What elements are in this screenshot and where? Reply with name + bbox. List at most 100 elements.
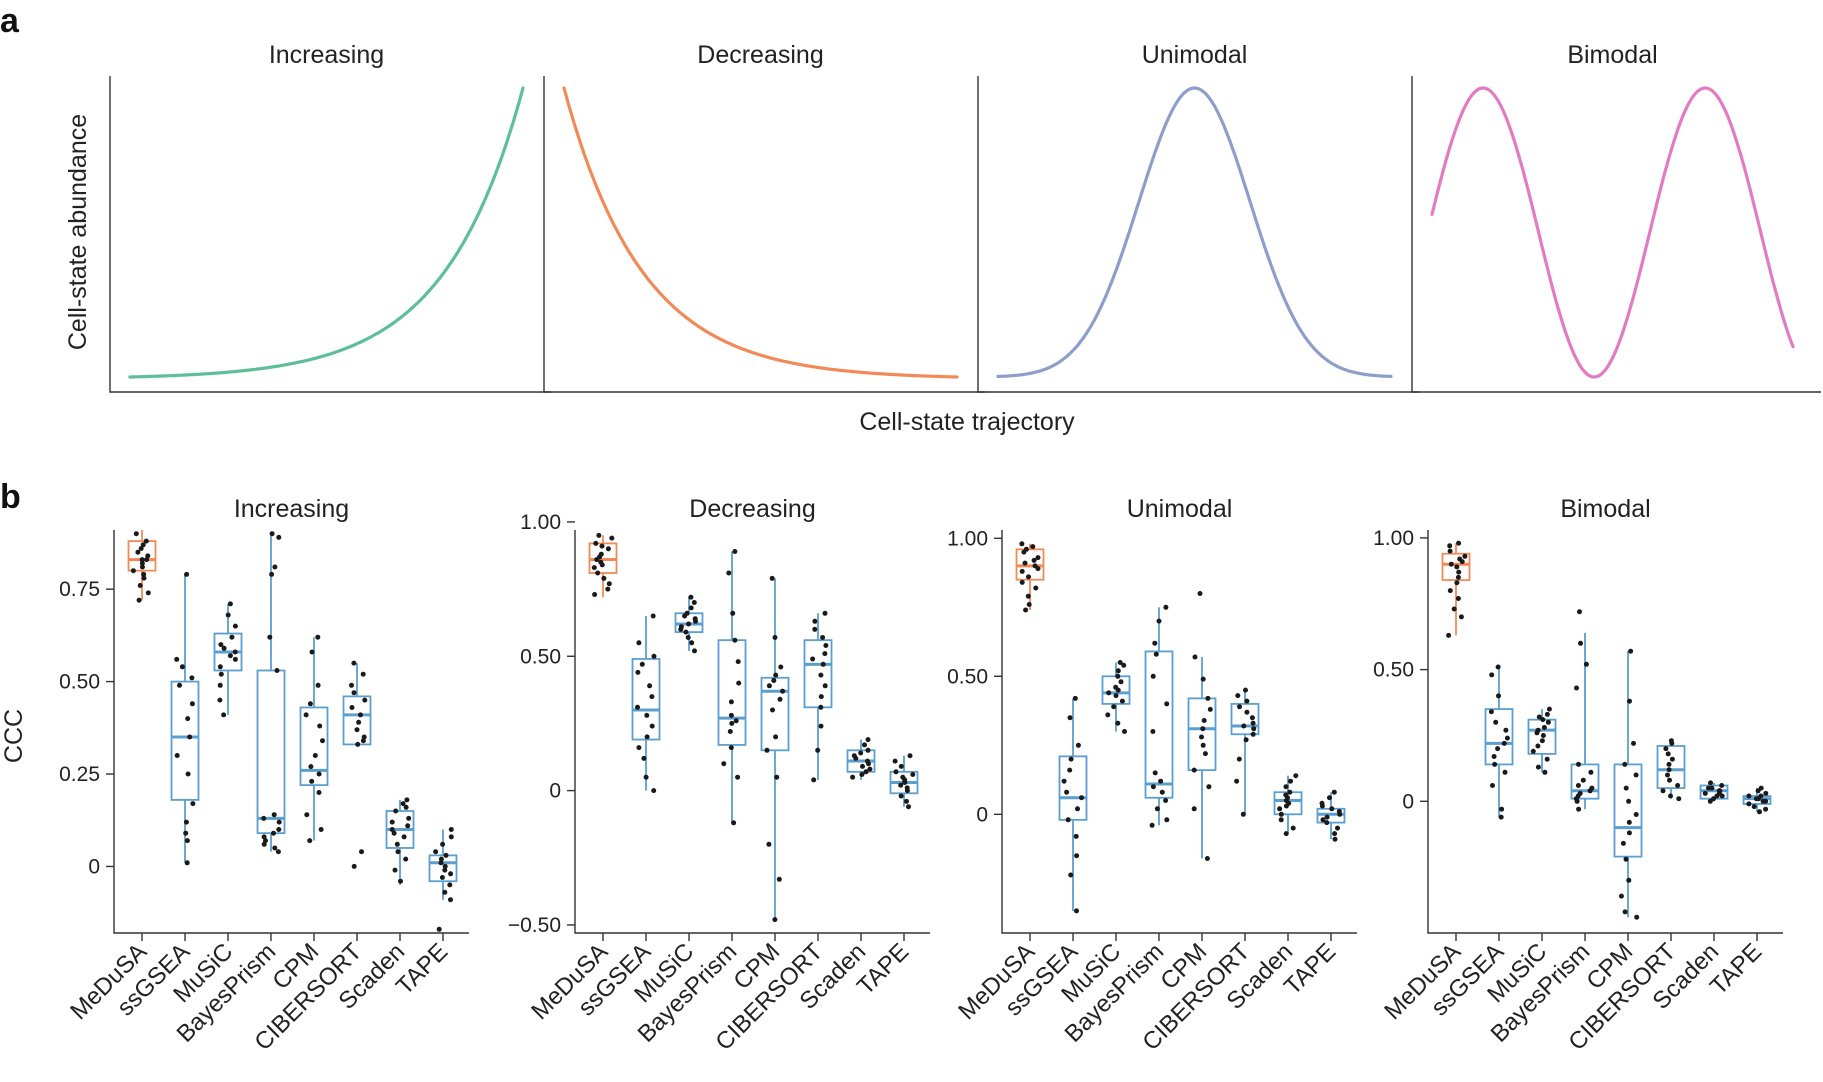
point-unimodal-ssgsea-7 bbox=[1079, 795, 1084, 801]
point-unimodal-scaden-12 bbox=[1290, 825, 1296, 831]
panel-a-letter: a bbox=[0, 2, 20, 40]
point-bimodal-ssgsea-8 bbox=[1495, 746, 1501, 752]
point-increasing-scaden-11 bbox=[395, 849, 401, 855]
point-decreasing-tape-10 bbox=[904, 788, 910, 794]
point-unimodal-music-12 bbox=[1115, 720, 1121, 726]
point-increasing-cpm-0 bbox=[315, 634, 321, 640]
point-increasing-music-3 bbox=[229, 634, 235, 640]
point-decreasing-bayesprism-2 bbox=[730, 610, 736, 616]
point-bimodal-cpm-6 bbox=[1626, 798, 1632, 804]
point-decreasing-cpm-13 bbox=[776, 876, 782, 882]
point-increasing-medusa-7 bbox=[139, 557, 145, 563]
point-decreasing-tape-7 bbox=[902, 780, 908, 785]
point-decreasing-music-0 bbox=[688, 594, 694, 600]
point-decreasing-bayesprism-5 bbox=[736, 680, 742, 686]
point-unimodal-medusa-6 bbox=[1022, 560, 1028, 566]
point-unimodal-scaden-0 bbox=[1293, 773, 1299, 779]
point-decreasing-bayesprism-9 bbox=[729, 720, 735, 726]
point-increasing-scaden-13 bbox=[392, 867, 398, 873]
point-decreasing-tape-11 bbox=[898, 793, 904, 799]
point-bimodal-music-1 bbox=[1544, 711, 1550, 717]
point-unimodal-tape-4 bbox=[1329, 806, 1335, 812]
point-increasing-tape-13 bbox=[448, 897, 453, 903]
point-unimodal-music-2 bbox=[1115, 668, 1121, 674]
point-increasing-cpm-11 bbox=[316, 790, 322, 795]
point-increasing-ssgsea-10 bbox=[190, 801, 196, 807]
point-increasing-cpm-4 bbox=[303, 712, 309, 718]
point-decreasing-medusa-0 bbox=[596, 532, 602, 538]
point-increasing-medusa-10 bbox=[130, 568, 136, 574]
point-decreasing-scaden-8 bbox=[860, 763, 865, 769]
point-increasing-cpm-9 bbox=[316, 771, 322, 777]
point-unimodal-music-8 bbox=[1113, 693, 1119, 699]
point-bimodal-cpm-5 bbox=[1623, 785, 1629, 791]
point-increasing-cpm-7 bbox=[312, 753, 318, 758]
point-unimodal-music-9 bbox=[1119, 698, 1125, 704]
point-unimodal-music-0 bbox=[1117, 660, 1123, 665]
point-increasing-medusa-15 bbox=[136, 597, 142, 603]
ytick-label-bimodal-1: 0.50 bbox=[1373, 659, 1414, 682]
point-unimodal-medusa-10 bbox=[1026, 574, 1031, 580]
point-bimodal-cpm-0 bbox=[1628, 648, 1634, 654]
point-bimodal-cpm-12 bbox=[1626, 877, 1632, 883]
point-bimodal-cpm-4 bbox=[1633, 772, 1639, 778]
point-increasing-tape-3 bbox=[433, 849, 439, 855]
point-decreasing-scaden-0 bbox=[865, 737, 871, 743]
point-increasing-ssgsea-5 bbox=[189, 701, 195, 707]
point-unimodal-tape-12 bbox=[1332, 836, 1338, 842]
point-unimodal-cpm-1 bbox=[1192, 654, 1198, 660]
ytick-label-decreasing-2: 0.50 bbox=[520, 645, 561, 668]
point-decreasing-music-13 bbox=[692, 648, 697, 654]
title-unimodal: Unimodal bbox=[1142, 41, 1248, 69]
point-bimodal-tape-2 bbox=[1763, 790, 1769, 796]
point-bimodal-tape-6 bbox=[1756, 796, 1761, 802]
point-bimodal-medusa-14 bbox=[1458, 614, 1464, 620]
point-bimodal-cibersort-3 bbox=[1665, 751, 1671, 757]
title-increasing: Increasing bbox=[269, 41, 384, 69]
point-bimodal-medusa-5 bbox=[1459, 559, 1465, 565]
point-unimodal-bayesprism-10 bbox=[1159, 789, 1165, 795]
panel-a-xlabel: Cell-state trajectory bbox=[859, 408, 1075, 436]
ytick-label-increasing-0: 0 bbox=[88, 855, 100, 878]
point-increasing-cibersort-10 bbox=[360, 738, 366, 744]
point-unimodal-bayesprism-13 bbox=[1164, 817, 1170, 823]
point-decreasing-medusa-9 bbox=[599, 562, 605, 568]
point-bimodal-cpm-3 bbox=[1622, 761, 1628, 767]
point-increasing-scaden-12 bbox=[403, 856, 409, 862]
point-decreasing-scaden-9 bbox=[867, 766, 873, 772]
point-bimodal-ssgsea-10 bbox=[1492, 761, 1498, 767]
point-unimodal-cibersort-8 bbox=[1251, 726, 1257, 732]
point-decreasing-cpm-11 bbox=[774, 774, 780, 780]
point-increasing-ssgsea-4 bbox=[177, 682, 182, 688]
ytick-label-decreasing-1: 0 bbox=[549, 780, 561, 803]
point-increasing-ssgsea-2 bbox=[179, 664, 185, 670]
point-increasing-scaden-1 bbox=[400, 801, 406, 807]
point-increasing-cibersort-1 bbox=[360, 671, 366, 677]
point-decreasing-music-9 bbox=[678, 626, 684, 632]
point-decreasing-scaden-3 bbox=[858, 750, 864, 756]
point-unimodal-medusa-13 bbox=[1025, 593, 1031, 599]
point-decreasing-cibersort-6 bbox=[810, 656, 816, 662]
box-chart-unimodal: Unimodal00.501.00MeDuSAssGSEAMuSiCBayesP… bbox=[947, 495, 1357, 1056]
title-bimodal: Bimodal bbox=[1567, 41, 1657, 69]
box-decreasing-ssgsea bbox=[631, 658, 661, 741]
point-bimodal-scaden-11 bbox=[1707, 798, 1713, 804]
point-bimodal-medusa-10 bbox=[1454, 580, 1460, 586]
point-increasing-medusa-9 bbox=[139, 564, 145, 570]
point-unimodal-bayesprism-3 bbox=[1153, 651, 1159, 657]
point-unimodal-scaden-9 bbox=[1277, 806, 1283, 812]
point-increasing-medusa-11 bbox=[141, 571, 147, 577]
point-unimodal-cpm-11 bbox=[1206, 784, 1212, 790]
point-unimodal-bayesprism-14 bbox=[1149, 822, 1155, 828]
point-bimodal-music-5 bbox=[1541, 725, 1547, 730]
point-decreasing-ssgsea-14 bbox=[651, 788, 657, 794]
point-bimodal-medusa-1 bbox=[1447, 543, 1453, 549]
point-decreasing-cibersort-1 bbox=[812, 618, 818, 624]
point-unimodal-cpm-6 bbox=[1200, 726, 1206, 732]
point-decreasing-bayesprism-6 bbox=[728, 699, 734, 705]
point-unimodal-music-10 bbox=[1111, 704, 1117, 710]
point-increasing-music-7 bbox=[227, 653, 233, 659]
point-unimodal-cibersort-1 bbox=[1235, 693, 1241, 699]
point-increasing-tape-14 bbox=[436, 926, 442, 932]
point-decreasing-ssgsea-9 bbox=[649, 723, 655, 729]
